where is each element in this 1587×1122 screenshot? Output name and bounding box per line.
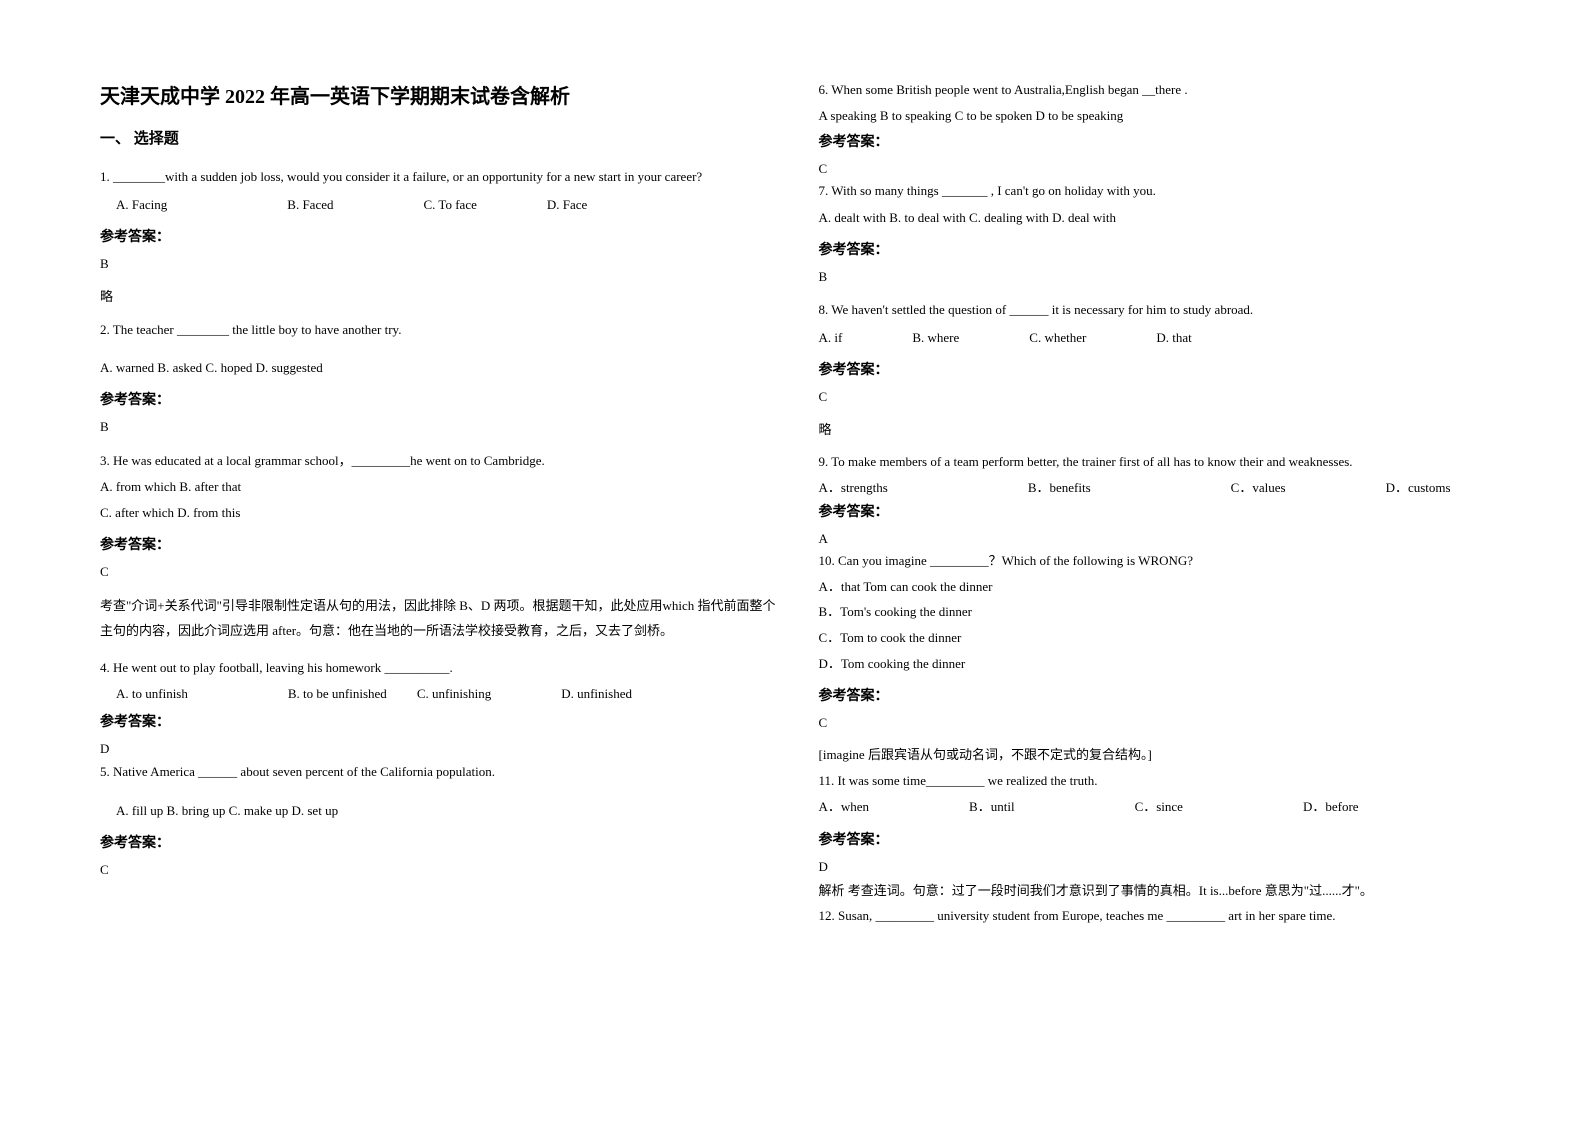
q3-opts-cd: C. after which D. from this <box>100 502 779 524</box>
exam-page: 天津天成中学 2022 年高一英语下学期期末试卷含解析 一、 选择题 1. __… <box>0 0 1587 972</box>
q4-opt-c: C. unfinishing <box>417 683 491 705</box>
q7-answer: B <box>819 269 1498 285</box>
section-header: 一、 选择题 <box>100 127 779 148</box>
q11-text: 11. It was some time_________ we realize… <box>819 771 1498 791</box>
q11-opt-d: D．before <box>1303 796 1359 818</box>
q9-answer-label: 参考答案： <box>819 501 1498 521</box>
q10-opt-c: C．Tom to cook the dinner <box>819 628 1498 648</box>
q3-answer-label: 参考答案： <box>100 534 779 554</box>
q7-options: A. dealt with B. to deal with C. dealing… <box>819 207 1498 229</box>
q1-opt-d: D. Face <box>547 194 587 216</box>
q9-opt-b: B．benefits <box>1028 477 1091 499</box>
q1-opt-b: B. Faced <box>287 194 333 216</box>
left-column: 天津天成中学 2022 年高一英语下学期期末试卷含解析 一、 选择题 1. __… <box>100 80 779 932</box>
q1-opt-c: C. To face <box>424 194 477 216</box>
q7-answer-label: 参考答案： <box>819 239 1498 259</box>
q11-answer: D <box>819 859 1498 875</box>
q11-opt-a: A．when <box>819 796 870 818</box>
q10-opt-a: A．that Tom can cook the dinner <box>819 577 1498 597</box>
q10-answer: C <box>819 715 1498 731</box>
q11-opt-b: B．until <box>969 796 1015 818</box>
q8-text: 8. We haven't settled the question of __… <box>819 299 1498 321</box>
q8-opt-d: D. that <box>1156 327 1191 349</box>
q3-answer: C <box>100 564 779 580</box>
q8-opt-b: B. where <box>912 327 959 349</box>
q9-opt-d: D．customs <box>1386 477 1451 499</box>
q10-answer-label: 参考答案： <box>819 685 1498 705</box>
q10-text: 10. Can you imagine _________？Which of t… <box>819 551 1498 571</box>
q1-omit: 略 <box>100 286 779 305</box>
q2-answer-label: 参考答案： <box>100 389 779 409</box>
q5-text: 5. Native America ______ about seven per… <box>100 761 779 783</box>
q3-opts-ab: A. from which B. after that <box>100 477 779 497</box>
q9-answer: A <box>819 531 1498 547</box>
q11-opt-c: C．since <box>1135 796 1183 818</box>
q1-text: 1. ________with a sudden job loss, would… <box>100 166 779 188</box>
q1-answer: B <box>100 256 779 272</box>
q9-text: 9. To make members of a team perform bet… <box>819 452 1498 472</box>
q5-answer-label: 参考答案： <box>100 832 779 852</box>
q8-answer: C <box>819 389 1498 405</box>
q4-answer-label: 参考答案： <box>100 711 779 731</box>
q8-answer-label: 参考答案： <box>819 359 1498 379</box>
q4-opt-b: B. to be unfinished <box>288 683 387 705</box>
q9-opt-c: C．values <box>1231 477 1286 499</box>
q11-answer-label: 参考答案： <box>819 829 1498 849</box>
q10-opt-b: B．Tom's cooking the dinner <box>819 602 1498 622</box>
q4-answer: D <box>100 741 779 757</box>
q3-explanation: 考查"介词+关系代词"引导非限制性定语从句的用法，因此排除 B、D 两项。根据题… <box>100 594 779 643</box>
q8-omit: 略 <box>819 419 1498 438</box>
q6-answer: C <box>819 161 1498 177</box>
q7-text: 7. With so many things _______ , I can't… <box>819 181 1498 201</box>
q5-options: A. fill up B. bring up C. make up D. set… <box>116 800 779 822</box>
q12-text: 12. Susan, _________ university student … <box>819 906 1498 926</box>
q6-options: A speaking B to speaking C to be spoken … <box>819 106 1498 126</box>
q4-text: 4. He went out to play football, leaving… <box>100 658 779 678</box>
q8-opt-c: C. whether <box>1029 327 1086 349</box>
q5-answer: C <box>100 862 779 878</box>
q2-answer: B <box>100 419 779 435</box>
q10-opt-d: D．Tom cooking the dinner <box>819 653 1498 675</box>
exam-title: 天津天成中学 2022 年高一英语下学期期末试卷含解析 <box>100 80 779 109</box>
q8-opt-a: A. if <box>819 327 843 349</box>
q2-text: 2. The teacher ________ the little boy t… <box>100 319 779 341</box>
q4-opt-d: D. unfinished <box>561 683 632 705</box>
q10-explanation: [imagine 后跟宾语从句或动名词，不跟不定式的复合结构。] <box>819 745 1498 765</box>
q4-opt-a: A. to unfinish <box>116 683 188 705</box>
q6-text: 6. When some British people went to Aust… <box>819 80 1498 100</box>
q2-options: A. warned B. asked C. hoped D. suggested <box>100 357 779 379</box>
right-column: 6. When some British people went to Aust… <box>819 80 1498 932</box>
q3-text: 3. He was educated at a local grammar sc… <box>100 451 779 471</box>
q6-answer-label: 参考答案： <box>819 131 1498 151</box>
q11-explanation: 解析 考查连词。句意：过了一段时间我们才意识到了事情的真相。It is...be… <box>819 881 1498 901</box>
q1-opt-a: A. Facing <box>116 194 167 216</box>
q9-opt-a: A．strengths <box>819 477 888 499</box>
q1-answer-label: 参考答案： <box>100 226 779 246</box>
